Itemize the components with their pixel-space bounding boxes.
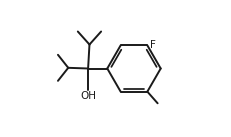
Text: OH: OH [80,91,96,101]
Text: F: F [150,40,156,50]
